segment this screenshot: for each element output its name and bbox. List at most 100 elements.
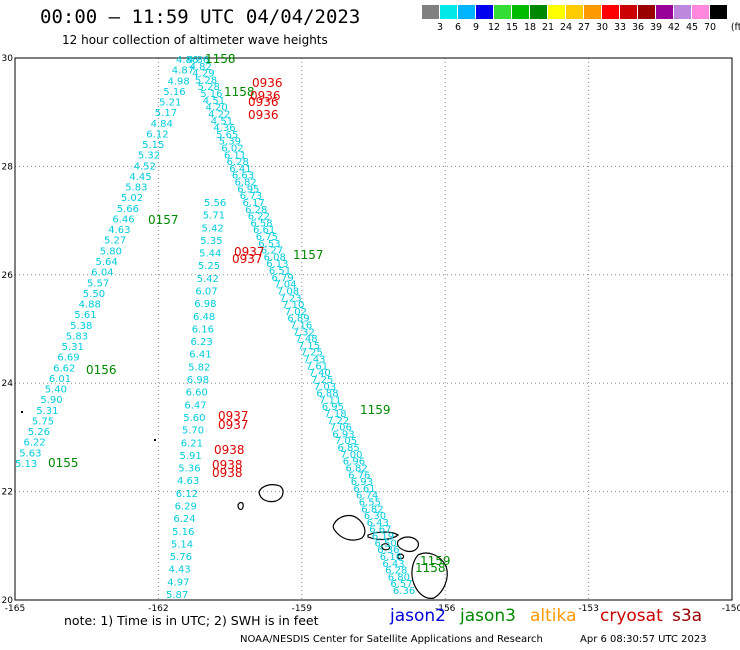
wave-height-label: 7.06 <box>330 423 352 434</box>
wave-height-label: 5.17 <box>155 108 177 119</box>
hawaiian-islands <box>237 484 448 599</box>
credit-date: Apr 6 08:30:57 UTC 2023 <box>580 634 707 645</box>
s3a-time-label: 0937 <box>218 409 249 423</box>
island-hawaii <box>411 552 448 599</box>
wave-height-label: 6.41 <box>229 164 251 175</box>
wave-height-label: 6.57 <box>390 579 412 590</box>
scale-label: 18 <box>523 22 537 33</box>
scale-swatch <box>674 5 691 19</box>
scale-label: 24 <box>559 22 573 33</box>
pass-time-labels: 0155015601571158115811591157115911580936… <box>21 52 451 575</box>
wave-height-label: 7.15 <box>298 341 320 352</box>
scale-swatch <box>710 5 727 19</box>
wave-height-label: 4.51 <box>203 96 225 107</box>
s3a-time-label: 0938 <box>214 443 245 457</box>
scale-label: 39 <box>649 22 663 33</box>
wave-height-label: 6.61 <box>353 484 375 495</box>
wave-height-label: 4.86 <box>187 55 209 66</box>
wave-height-label: 5.42 <box>197 274 219 285</box>
scale-swatch <box>620 5 637 19</box>
x-tick-label: -162 <box>148 604 168 614</box>
scale-label: 3 <box>436 22 444 33</box>
x-tick-label: -156 <box>435 604 456 614</box>
jason3-time-label: 1157 <box>293 248 324 262</box>
scale-label: 33 <box>613 22 627 33</box>
s3a-time-label: 0937 <box>218 418 249 432</box>
wave-height-label: 6.95 <box>237 184 259 195</box>
scale-unit: (ft) <box>730 22 740 33</box>
wave-height-label: 6.75 <box>256 232 278 243</box>
jason3-time-label: 1158 <box>224 85 255 99</box>
jason3-time-label: 1159 <box>420 554 451 568</box>
wave-height-label: 6.17 <box>243 198 265 209</box>
wave-height-label: 6.88 <box>316 389 338 400</box>
wave-height-label: 7.48 <box>295 334 317 345</box>
wave-height-label: 6.96 <box>343 457 365 468</box>
wave-height-label: 5.25 <box>198 261 220 272</box>
legend-cryosat: cryosat <box>600 606 663 626</box>
wave-height-label: 6.85 <box>338 443 360 454</box>
wave-height-label: 6.08 <box>264 252 286 263</box>
wave-height-label: 6.22 <box>248 212 270 223</box>
wave-height-label: 5.13 <box>15 459 37 470</box>
wave-height-label: 7.23 <box>279 293 301 304</box>
wave-height-label: 5.35 <box>200 236 222 247</box>
wave-height-label: 6.43 <box>367 518 389 529</box>
island-maui <box>396 536 419 553</box>
jason3-time-label: 1158 <box>415 561 446 575</box>
wave-height-label: 4.29 <box>192 69 214 80</box>
wave-height-label: 6.28 <box>245 205 267 216</box>
jason3-time-label: 1159 <box>360 403 391 417</box>
wave-height-label: 5.02 <box>121 193 143 204</box>
wave-height-label: 7.10 <box>282 300 304 311</box>
wave-height-label: 6.01 <box>49 374 71 385</box>
wave-height-label: 5.91 <box>180 451 202 462</box>
wave-height-label: 7.03 <box>314 382 336 393</box>
wave-height-label: 6.13 <box>266 259 288 270</box>
axis-tick-labels: -165 -162 -159 -156 -153 -150 30 28 26 24 22 20 <box>2 54 740 614</box>
wave-height-label: 4.98 <box>168 76 190 87</box>
wave-height-label: 6.16 <box>192 325 214 336</box>
wave-height-label: 6.76 <box>348 470 370 481</box>
wave-height-label: 7.05 <box>335 436 357 447</box>
wave-height-label: 5.42 <box>202 223 224 234</box>
point-marker <box>154 439 156 441</box>
wave-height-label: 7.43 <box>303 355 325 366</box>
point-marker <box>21 411 23 413</box>
wave-height-label: 6.95 <box>322 402 344 413</box>
wave-height-label: 5.36 <box>178 464 200 475</box>
island-molokai <box>367 531 400 541</box>
wave-height-label: 6.79 <box>272 273 294 284</box>
wave-height-label: 6.93 <box>351 477 373 488</box>
wave-height-label: 6.36 <box>377 545 399 556</box>
wave-height-label: 4.87 <box>172 66 194 77</box>
legend-jason3: jason3 <box>460 606 516 626</box>
wave-height-label: 4.63 <box>177 476 199 487</box>
scale-label: 6 <box>454 22 462 33</box>
wave-height-label: 7.25 <box>301 348 323 359</box>
wave-height-label: 6.21 <box>181 438 203 449</box>
wave-height-label: 5.83 <box>66 331 88 342</box>
wave-height-label: 5.38 <box>70 321 92 332</box>
island-oahu <box>332 514 366 541</box>
wave-height-label: 6.89 <box>287 314 309 325</box>
scale-label: 27 <box>577 22 591 33</box>
jason3-time-label: 1158 <box>205 52 236 66</box>
wave-height-label: 5.28 <box>195 75 217 86</box>
wave-height-label: 6.23 <box>191 337 213 348</box>
wave-height-label: 5.64 <box>96 257 118 268</box>
wave-height-label: 5.66 <box>117 204 139 215</box>
wave-height-label: 7.25 <box>311 375 333 386</box>
wave-height-label: 7.04 <box>274 280 296 291</box>
wave-height-label: 5.39 <box>219 137 241 148</box>
wave-height-label: 6.04 <box>91 268 113 279</box>
wave-height-label: 5.40 <box>45 385 67 396</box>
wave-height-label: 7.16 <box>290 321 312 332</box>
wave-height-label: 6.48 <box>193 312 215 323</box>
wave-height-label: 5.83 <box>125 183 147 194</box>
scale-label: 42 <box>667 22 681 33</box>
y-tick-label: 30 <box>2 54 14 64</box>
wave-height-label: 7.61 <box>306 361 328 372</box>
scale-swatch <box>458 5 475 19</box>
wave-height-label: 6.24 <box>173 514 195 525</box>
